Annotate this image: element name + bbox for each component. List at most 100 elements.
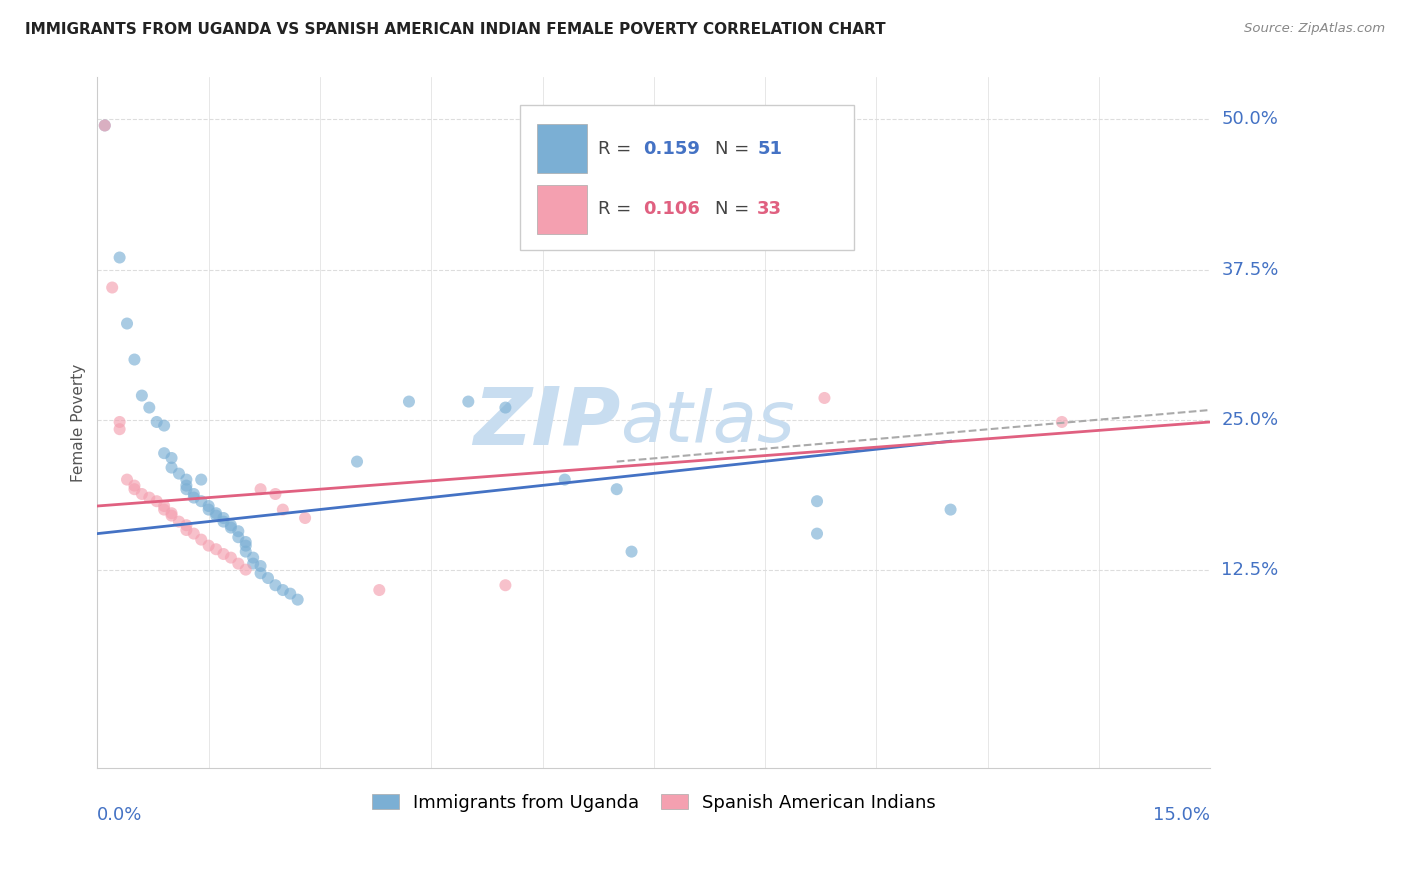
- Point: [219, 550, 242, 565]
- Point: [176, 473, 198, 487]
- Point: [197, 539, 219, 553]
- Point: [242, 550, 264, 565]
- Point: [153, 499, 176, 513]
- Text: ZIP: ZIP: [472, 384, 620, 461]
- Point: [153, 446, 176, 460]
- Text: R =: R =: [598, 201, 637, 219]
- Point: [212, 547, 235, 561]
- Point: [160, 460, 183, 475]
- Point: [124, 482, 146, 496]
- Point: [287, 592, 309, 607]
- Point: [212, 511, 235, 525]
- Point: [190, 494, 212, 508]
- Point: [131, 487, 153, 501]
- Point: [205, 508, 228, 523]
- Point: [806, 494, 828, 508]
- Point: [176, 482, 198, 496]
- Point: [939, 502, 962, 516]
- Text: N =: N =: [716, 139, 755, 158]
- Text: 0.0%: 0.0%: [97, 805, 143, 823]
- Point: [606, 482, 628, 496]
- Point: [153, 418, 176, 433]
- Point: [183, 491, 205, 505]
- Point: [190, 473, 212, 487]
- FancyBboxPatch shape: [537, 124, 588, 173]
- Point: [219, 520, 242, 534]
- Text: 37.5%: 37.5%: [1222, 260, 1278, 278]
- Point: [167, 467, 190, 481]
- Point: [271, 582, 294, 597]
- Point: [398, 394, 420, 409]
- Point: [167, 515, 190, 529]
- Point: [235, 535, 257, 549]
- Point: [235, 539, 257, 553]
- Point: [264, 578, 287, 592]
- Text: 50.0%: 50.0%: [1222, 111, 1278, 128]
- Point: [368, 582, 391, 597]
- Point: [235, 563, 257, 577]
- Y-axis label: Female Poverty: Female Poverty: [72, 363, 86, 482]
- Point: [153, 502, 176, 516]
- Point: [190, 533, 212, 547]
- Point: [212, 515, 235, 529]
- FancyBboxPatch shape: [537, 186, 588, 234]
- Point: [108, 251, 131, 265]
- Point: [271, 502, 294, 516]
- Point: [554, 473, 576, 487]
- Point: [197, 499, 219, 513]
- Text: R =: R =: [598, 139, 637, 158]
- Point: [160, 450, 183, 465]
- Point: [278, 587, 301, 601]
- Point: [160, 506, 183, 520]
- Text: 12.5%: 12.5%: [1222, 561, 1278, 579]
- Point: [124, 478, 146, 492]
- Point: [249, 559, 271, 574]
- Point: [494, 578, 516, 592]
- Point: [205, 542, 228, 557]
- Legend: Immigrants from Uganda, Spanish American Indians: Immigrants from Uganda, Spanish American…: [363, 785, 945, 821]
- Point: [176, 478, 198, 492]
- Text: 0.106: 0.106: [643, 201, 700, 219]
- Point: [108, 415, 131, 429]
- Text: IMMIGRANTS FROM UGANDA VS SPANISH AMERICAN INDIAN FEMALE POVERTY CORRELATION CHA: IMMIGRANTS FROM UGANDA VS SPANISH AMERIC…: [25, 22, 886, 37]
- Point: [249, 566, 271, 581]
- Point: [94, 119, 117, 133]
- Point: [806, 526, 828, 541]
- Point: [228, 524, 250, 539]
- Point: [176, 523, 198, 537]
- Point: [242, 557, 264, 571]
- Point: [183, 526, 205, 541]
- Point: [145, 494, 167, 508]
- Point: [228, 530, 250, 544]
- Text: 25.0%: 25.0%: [1222, 410, 1278, 428]
- Point: [160, 508, 183, 523]
- Point: [620, 544, 643, 558]
- Text: Source: ZipAtlas.com: Source: ZipAtlas.com: [1244, 22, 1385, 36]
- Point: [294, 511, 316, 525]
- Point: [257, 571, 280, 585]
- Point: [115, 317, 138, 331]
- Point: [346, 454, 368, 468]
- Point: [494, 401, 516, 415]
- Point: [131, 388, 153, 402]
- Point: [101, 280, 124, 294]
- Point: [264, 487, 287, 501]
- Text: 15.0%: 15.0%: [1153, 805, 1211, 823]
- Point: [197, 502, 219, 516]
- Text: N =: N =: [716, 201, 755, 219]
- Point: [145, 415, 167, 429]
- Point: [183, 487, 205, 501]
- Point: [205, 506, 228, 520]
- Point: [124, 352, 146, 367]
- Point: [249, 482, 271, 496]
- Point: [94, 119, 117, 133]
- Point: [228, 557, 250, 571]
- Text: atlas: atlas: [620, 388, 794, 457]
- Point: [813, 391, 835, 405]
- Text: 33: 33: [758, 201, 782, 219]
- Point: [457, 394, 479, 409]
- Point: [1050, 415, 1073, 429]
- Point: [138, 491, 160, 505]
- Point: [176, 518, 198, 533]
- Point: [115, 473, 138, 487]
